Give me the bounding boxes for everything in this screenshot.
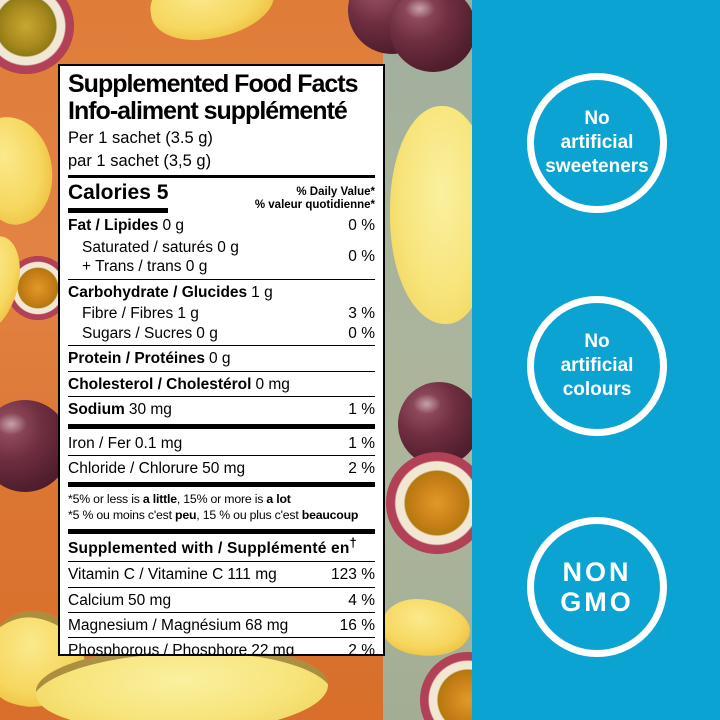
pineapple-image bbox=[145, 0, 280, 47]
serving-size-en: Per 1 sachet (3.5 g) bbox=[68, 129, 213, 147]
divider bbox=[68, 175, 375, 179]
nutrient-row-chloride: Chloride / Chlorure 50 mg 2 % bbox=[68, 459, 375, 477]
passionfruit-half-image bbox=[0, 0, 74, 74]
divider bbox=[68, 637, 375, 639]
panel-title-en: Supplemented Food Facts bbox=[68, 70, 359, 98]
thick-divider bbox=[68, 423, 375, 429]
divider bbox=[68, 396, 375, 398]
nutrient-row-carbohydrate: Carbohydrate / Glucides 1 g bbox=[68, 284, 273, 302]
badge-no-artificial-sweeteners: No artificial sweeteners bbox=[527, 73, 667, 213]
claims-sidebar: No artificial sweeteners No artificial c… bbox=[472, 0, 720, 720]
divider bbox=[68, 279, 375, 281]
nutrient-row-protein: Protein / Protéines 0 g bbox=[68, 350, 231, 368]
divider bbox=[68, 370, 375, 372]
nutrient-row-fibre: Fibre / Fibres 1 g 3 % bbox=[82, 304, 375, 322]
nutrient-row-fat: Fat / Lipides 0 g 0 % bbox=[68, 217, 375, 235]
nutrient-row-sodium: Sodium 30 mg 1 % bbox=[68, 401, 375, 419]
nutrient-row-saturated-trans: Saturated / saturés 0 g + Trans / trans … bbox=[82, 238, 375, 275]
daily-value-header: % Daily Value* % valeur quotidienne* bbox=[254, 185, 375, 211]
nutrient-row-cholesterol: Cholesterol / Cholestérol 0 mg bbox=[68, 375, 290, 393]
supplemented-food-facts-panel: Supplemented Food Facts Info-aliment sup… bbox=[58, 64, 385, 656]
divider bbox=[68, 611, 375, 613]
passionfruit-image bbox=[390, 0, 476, 72]
passionfruit-half-image bbox=[386, 452, 488, 554]
badge-non-gmo: NON GMO bbox=[527, 517, 667, 657]
supplement-row-phosphorous: Phosphorous / Phosphore 22 mg 2 % bbox=[68, 642, 375, 656]
panel-title-fr: Info-aliment supplémenté bbox=[68, 97, 348, 125]
nutrient-row-sugars: Sugars / Sucres 0 g 0 % bbox=[82, 325, 375, 343]
divider bbox=[68, 561, 375, 563]
calories-value: 5 bbox=[156, 181, 169, 205]
supplement-row-magnesium: Magnesium / Magnésium 68 mg 16 % bbox=[68, 616, 375, 634]
calories-label: Calories bbox=[68, 181, 151, 205]
daily-value-footnote: *5% or less is a little, 15% or more is … bbox=[68, 492, 359, 523]
supplemented-with-header: Supplemented with / Supplémenté en† bbox=[68, 535, 357, 558]
supplement-row-vitamin-c: Vitamin C / Vitamine C 111 mg 123 % bbox=[68, 566, 375, 584]
badge-no-artificial-colours: No artificial colours bbox=[527, 296, 667, 436]
divider bbox=[68, 586, 375, 588]
thick-divider bbox=[68, 529, 375, 535]
nutrient-row-iron: Iron / Fer 0.1 mg 1 % bbox=[68, 434, 375, 452]
supplement-row-calcium: Calcium 50 mg 4 % bbox=[68, 591, 375, 609]
calories-row: Calories 5 % Daily Value* % valeur quoti… bbox=[68, 181, 375, 214]
pineapple-image bbox=[0, 108, 64, 232]
divider bbox=[68, 454, 375, 456]
thick-divider bbox=[68, 482, 375, 488]
serving-size-fr: par 1 sachet (3,5 g) bbox=[68, 152, 212, 171]
divider bbox=[68, 345, 375, 347]
